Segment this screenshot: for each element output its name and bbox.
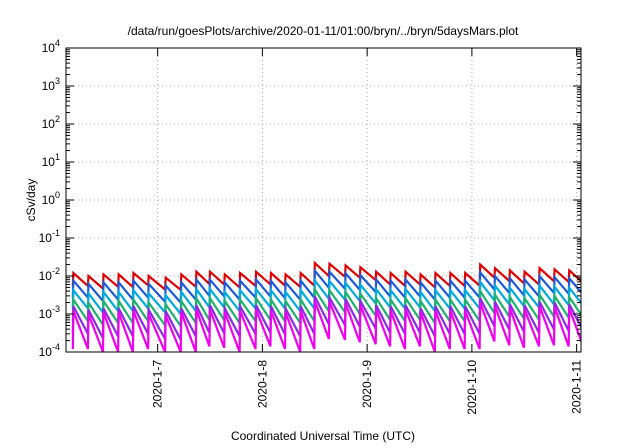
x-tick-label: 2020-1-9	[360, 360, 374, 408]
y-tick-label: 10-1	[39, 228, 60, 245]
y-tick-exponent: -3	[52, 304, 60, 314]
y-tick-exponent: 1	[55, 152, 60, 162]
y-tick-exponent: 3	[55, 76, 60, 86]
y-tick-exponent: -2	[52, 266, 60, 276]
x-tick-label: 2020-1-7	[151, 360, 165, 408]
series-line-6	[71, 300, 581, 352]
y-tick-exponent: 2	[55, 114, 60, 124]
y-tick-exponent: 0	[55, 190, 60, 200]
y-tick-base: 10	[39, 307, 53, 321]
x-tick-label: 2020-1-8	[255, 360, 269, 408]
x-axis-title: Coordinated Universal Time (UTC)	[231, 429, 415, 443]
y-tick-base: 10	[42, 79, 56, 93]
y-tick-label: 10-3	[39, 304, 60, 321]
y-tick-label: 101	[42, 152, 60, 169]
y-tick-exponent: 4	[55, 38, 60, 48]
y-tick-base: 10	[39, 231, 53, 245]
y-tick-label: 100	[42, 190, 60, 207]
y-tick-base: 10	[42, 193, 56, 207]
chart-title: /data/run/goesPlots/archive/2020-01-11/0…	[128, 24, 519, 38]
y-tick-label: 10-2	[39, 266, 60, 283]
x-tick-label: 2020-1-10	[465, 360, 479, 415]
x-axis: 2020-1-7 2020-1-8 2020-1-9 2020-1-10 2020-1-…	[151, 48, 584, 415]
x-tick-label: 2020-1-11	[570, 360, 584, 414]
y-tick-base: 10	[42, 117, 56, 131]
y-axis-title: cSv/day	[24, 179, 38, 222]
y-tick-base: 10	[39, 345, 53, 359]
y-tick-label: 103	[42, 76, 60, 93]
series-group	[71, 260, 581, 352]
y-tick-exponent: -1	[52, 228, 60, 238]
y-tick-exponent: -4	[52, 342, 60, 352]
y-tick-label: 104	[42, 38, 60, 55]
y-tick-base: 10	[42, 155, 56, 169]
y-tick-base: 10	[42, 41, 56, 55]
y-tick-base: 10	[39, 269, 53, 283]
y-tick-label: 10-4	[39, 342, 60, 359]
y-tick-label: 102	[42, 114, 60, 131]
